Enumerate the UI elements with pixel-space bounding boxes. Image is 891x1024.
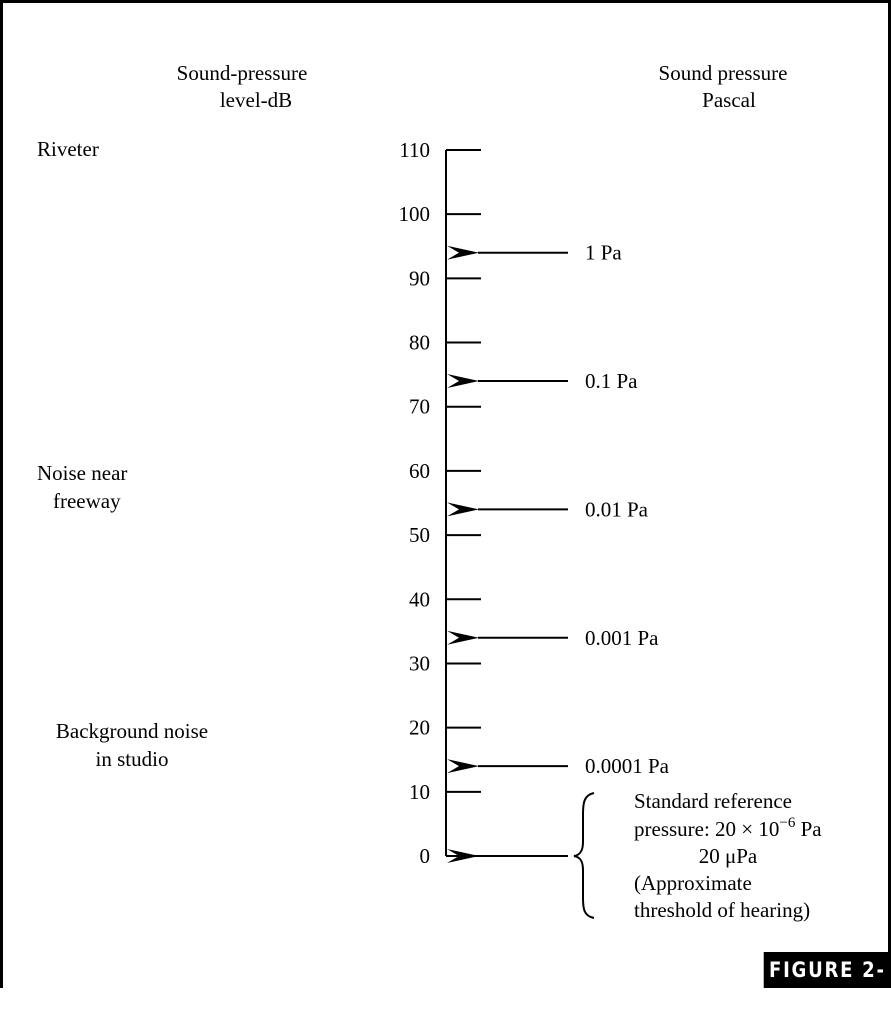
reference-note-line1: Standard reference: [634, 789, 792, 813]
db-tick-label-40: 40: [409, 587, 430, 611]
reference-note-unit: Pa: [795, 817, 822, 841]
pressure-label-3: 0.001 Pa: [585, 626, 659, 650]
db-tick-label-60: 60: [409, 459, 430, 483]
db-tick-label-20: 20: [409, 716, 430, 740]
figure-frame: [0, 0, 891, 988]
reference-note-line4: (Approximate: [634, 871, 752, 895]
pressure-label-4: 0.0001 Pa: [585, 754, 670, 778]
left-header-line2: level-dB: [220, 88, 292, 112]
db-tick-label-110: 110: [399, 138, 430, 162]
right-header-line1: Sound pressure: [659, 61, 788, 85]
db-tick-label-100: 100: [399, 202, 431, 226]
source-studio-line2: in studio: [96, 747, 169, 771]
pressure-markers: 1 Pa 0.1 Pa 0.01 Pa 0.001 Pa 0.0001 Pa: [447, 241, 670, 863]
db-tick-label-0: 0: [420, 844, 431, 868]
pressure-label-0: 1 Pa: [585, 241, 622, 265]
figure-label: FIGURE 2-1: [763, 952, 891, 1018]
db-scale: 0 10 20 30 40 50 60 70 80 90 100 110: [399, 138, 481, 868]
db-tick-label-80: 80: [409, 331, 430, 355]
reference-note-line3: 20 μPa: [699, 844, 758, 868]
reference-note-line2-text: pressure: 20 × 10: [634, 817, 779, 841]
db-tick-label-30: 30: [409, 651, 430, 675]
db-tick-label-10: 10: [409, 780, 430, 804]
source-freeway-line2: freeway: [53, 489, 121, 513]
source-riveter: Riveter: [37, 137, 99, 161]
source-freeway-line1: Noise near: [37, 461, 127, 485]
db-tick-label-90: 90: [409, 266, 430, 290]
source-studio-line1: Background noise: [56, 719, 208, 743]
reference-brace: [573, 792, 595, 919]
sound-pressure-diagram: Sound-pressure level-dB Sound pressure P…: [37, 61, 822, 922]
pressure-label-1: 0.1 Pa: [585, 369, 638, 393]
pressure-label-2: 0.01 Pa: [585, 497, 649, 521]
reference-note-line5: threshold of hearing): [634, 898, 810, 922]
right-header-line2: Pascal: [702, 88, 756, 112]
left-header-line1: Sound-pressure: [177, 61, 308, 85]
reference-note-exponent: −6: [779, 815, 795, 831]
db-tick-label-50: 50: [409, 523, 430, 547]
db-tick-label-70: 70: [409, 395, 430, 419]
reference-note-line2: pressure: 20 × 10−6 Pa: [634, 815, 822, 841]
